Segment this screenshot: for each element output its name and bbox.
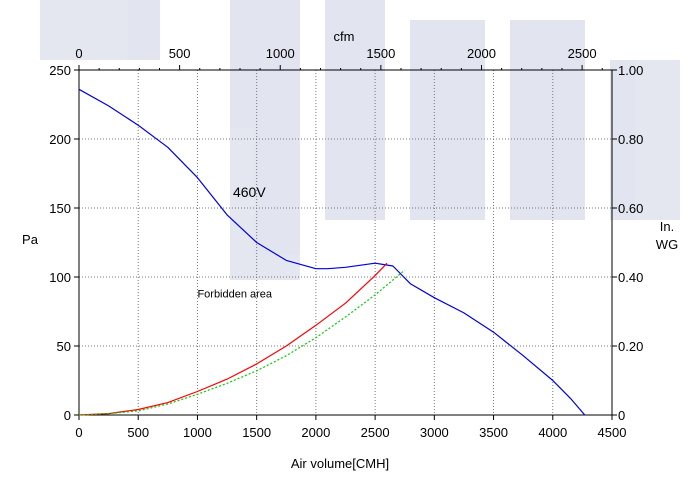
y2-tick-label: 1.00: [618, 63, 643, 78]
x2-tick-label: 2000: [467, 46, 496, 61]
series-line-2: [78, 262, 388, 416]
y-axis-title: Pa: [22, 232, 39, 247]
x-tick-label: 500: [127, 425, 149, 440]
x2-tick-label: 1500: [366, 46, 395, 61]
y2-tick-label: 0: [618, 408, 625, 423]
annotation-1: 460V: [233, 184, 266, 200]
watermark-logo: [40, 0, 680, 280]
x-tick-label: 2000: [301, 425, 330, 440]
y2-tick-label: 0.80: [618, 132, 643, 147]
x-axis-ticks: 0 500 1000 1500 2000 2500 3000 3500 4000 4500: [75, 415, 626, 440]
annotations: 460V Forbidden area: [197, 184, 272, 301]
x-tick-label: 1000: [183, 425, 212, 440]
x2-tick-label: 500: [169, 46, 191, 61]
x2-tick-label: 2500: [568, 46, 597, 61]
y-tick-label: 250: [49, 63, 71, 78]
x-tick-label: 4500: [598, 425, 627, 440]
plot-frame: [78, 69, 613, 416]
y2-tick-label: 0.20: [618, 339, 643, 354]
x-axis-title: Air volume[CMH]: [291, 456, 389, 471]
y2-tick-label: 0.60: [618, 201, 643, 216]
y-tick-label: 200: [49, 132, 71, 147]
y-tick-label: 150: [49, 201, 71, 216]
x2-tick-label: 1000: [266, 46, 295, 61]
x-tick-label: 3500: [479, 425, 508, 440]
y-tick-label: 0: [64, 408, 71, 423]
y2-tick-label: 0.40: [618, 270, 643, 285]
x-tick-label: 1500: [242, 425, 271, 440]
y2-axis-title-line1: In.: [660, 219, 674, 234]
x2-axis-title: cfm: [334, 29, 355, 44]
annotation-2: Forbidden area: [197, 289, 272, 301]
series-line-3: [78, 269, 406, 416]
x2-axis-ticks: 0 500 1000 1500 2000 2500: [75, 46, 603, 70]
x-tick-label: 4000: [538, 425, 567, 440]
x-tick-label: 3000: [420, 425, 449, 440]
x-tick-label: 0: [75, 425, 82, 440]
x2-tick-label: 0: [75, 46, 82, 61]
x-tick-label: 2500: [361, 425, 390, 440]
y2-axis-title-line2: WG: [656, 237, 678, 252]
y-axis-ticks: 0 50 100 150 200 250: [49, 63, 79, 423]
y-tick-label: 50: [57, 339, 71, 354]
series-line-1: [78, 88, 586, 416]
series-layer: [78, 88, 586, 416]
grid: [79, 70, 612, 415]
y-tick-label: 100: [49, 270, 71, 285]
y2-axis-ticks: 0 0.20 0.40 0.60 0.80 1.00: [612, 63, 643, 423]
